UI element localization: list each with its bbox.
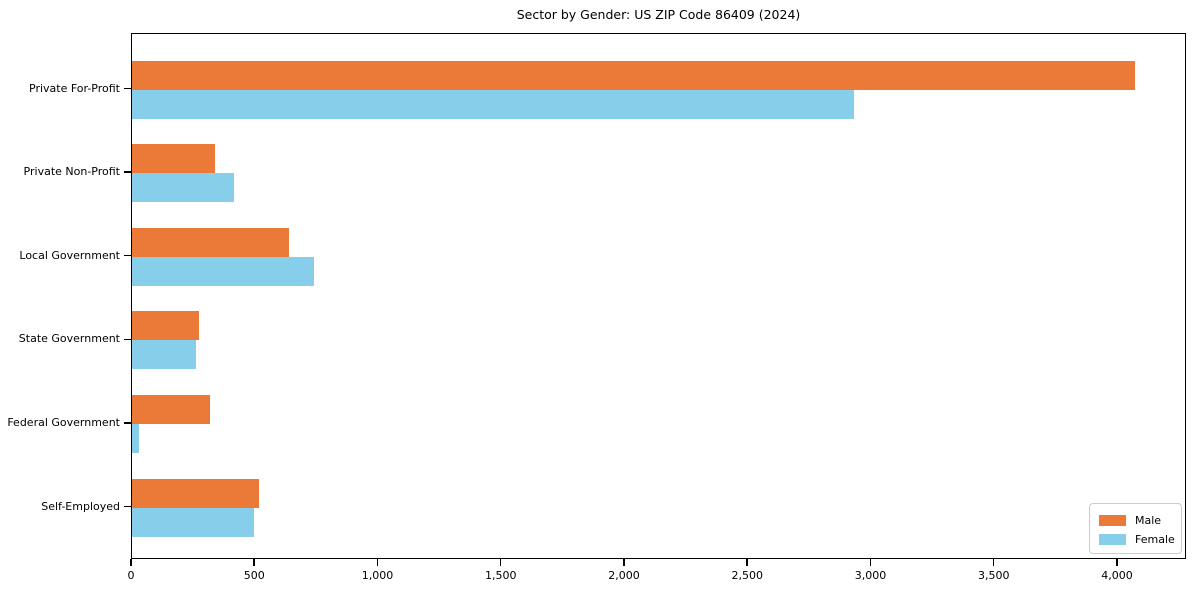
y-tick-mark xyxy=(124,254,131,257)
y-tick-mark xyxy=(124,505,131,508)
legend-label: Male xyxy=(1135,514,1162,527)
x-tick-mark xyxy=(376,559,379,566)
x-tick-mark xyxy=(499,559,502,566)
x-tick-label: 500 xyxy=(243,569,265,582)
y-tick-mark xyxy=(124,87,131,90)
x-tick-mark xyxy=(746,559,748,566)
y-tick-mark xyxy=(124,171,131,173)
x-tick-label: 2,500 xyxy=(731,569,763,582)
bar-female-private-for-profit xyxy=(132,89,855,119)
legend-item: Male xyxy=(1099,511,1173,530)
x-tick-label: 3,000 xyxy=(854,569,887,582)
y-tick-label: Self-Employed xyxy=(41,499,120,513)
bar-female-self-employed xyxy=(132,507,254,537)
x-tick-label: 4,000 xyxy=(1101,569,1133,582)
bar-female-federal-government xyxy=(132,423,140,453)
bar-female-local-government xyxy=(132,256,315,286)
legend-swatch-male xyxy=(1099,515,1126,526)
y-tick-label: Local Government xyxy=(19,248,120,262)
bar-male-self-employed xyxy=(132,478,259,508)
y-tick-label: Private Non-Profit xyxy=(23,165,120,179)
x-tick-label: 3,500 xyxy=(977,569,1010,582)
bar-male-private-for-profit xyxy=(132,60,1136,90)
y-tick-label: Federal Government xyxy=(7,415,120,429)
x-tick-label: 2,000 xyxy=(608,569,640,582)
y-tick-label: State Government xyxy=(18,332,120,346)
bar-female-state-government xyxy=(132,340,197,370)
bar-male-federal-government xyxy=(132,394,210,424)
x-tick-mark xyxy=(253,559,255,566)
legend: Male Female xyxy=(1089,503,1182,554)
legend-label: Female xyxy=(1135,533,1175,546)
x-tick-label: 1,000 xyxy=(361,569,394,582)
bar-female-private-non-profit xyxy=(132,173,235,203)
legend-swatch-female xyxy=(1099,534,1126,545)
y-tick-mark xyxy=(124,422,131,424)
x-tick-label: 1,500 xyxy=(484,569,517,582)
bar-male-state-government xyxy=(132,311,199,341)
bar-male-local-government xyxy=(132,227,289,257)
plot-area xyxy=(131,33,1186,559)
bar-male-private-non-profit xyxy=(132,144,215,174)
x-tick-mark xyxy=(869,559,872,566)
chart-title: Sector by Gender: US ZIP Code 86409 (202… xyxy=(516,7,801,22)
x-tick-mark xyxy=(130,559,132,566)
x-tick-label: 0 xyxy=(127,569,135,582)
x-tick-mark xyxy=(623,559,625,566)
legend-item: Female xyxy=(1099,530,1175,549)
y-tick-label: Private For-Profit xyxy=(29,81,120,95)
x-tick-mark xyxy=(992,559,995,566)
x-tick-mark xyxy=(1116,559,1118,566)
y-tick-mark xyxy=(124,338,131,341)
